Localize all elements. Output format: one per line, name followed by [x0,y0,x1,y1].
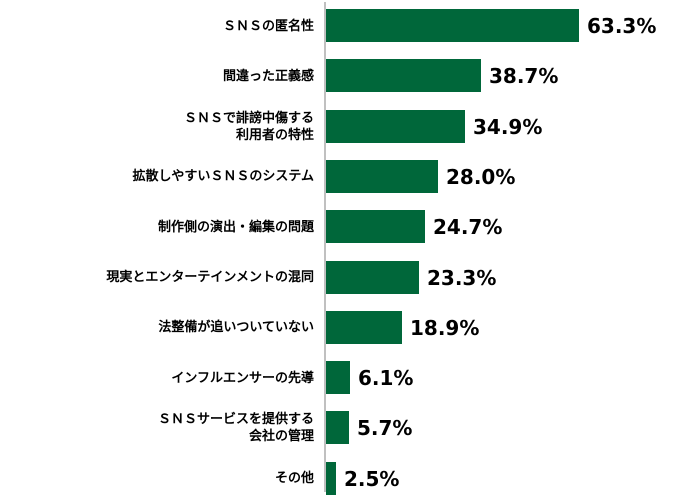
bar [326,260,419,294]
category-label: インフルエンサーの先導 [0,361,314,395]
bar-row: 拡散しやすいＳＮＳのシステム 28.0% [0,159,699,194]
value-label: 18.9% [410,315,480,340]
category-label-line1: 拡散しやすいＳＮＳのシステム [132,169,314,185]
value-label: 5.7% [357,416,413,441]
bar [326,310,402,344]
bar-row: 間違った正義感 38.7% [0,59,699,93]
value-label: 63.3% [587,14,657,38]
bar [326,109,465,143]
bar [326,361,350,395]
bar-row: インフルエンサーの先導 6.1% [0,361,699,395]
category-label-line1: ＳＮＳサービスを提供する [157,412,314,428]
bar [326,59,481,93]
bar-row: ＳＮＳサービスを提供する 会社の管理 5.7% [0,411,699,445]
value-label: 38.7% [489,64,559,89]
category-label: 間違った正義感 [0,59,314,93]
category-label-line1: インフルエンサーの先導 [171,370,314,386]
value-label: 28.0% [446,164,516,189]
bar-row: ＳＮＳの匿名性 63.3% [0,9,699,43]
category-label: 制作側の演出・編集の問題 [0,210,314,244]
bar-row: ＳＮＳで誹謗中傷する 利用者の特性 34.9% [0,109,699,144]
bar-row: 制作側の演出・編集の問題 24.7% [0,210,699,244]
value-label: 2.5% [344,466,400,491]
value-label: 23.3% [427,265,497,290]
category-label-line1: 制作側の演出・編集の問題 [157,219,314,235]
bar [326,210,425,244]
bar-row: 現実とエンターテインメントの混同 23.3% [0,260,699,295]
category-label-line2: 利用者の特性 [235,127,314,143]
category-label: ＳＮＳの匿名性 [0,9,314,43]
bar [326,9,579,42]
value-label: 34.9% [473,114,543,139]
category-label-line1: ＳＮＳで誹謗中傷する [183,110,314,126]
category-axis-line [324,2,326,492]
bar-row: その他 2.5% [0,461,699,496]
category-label: その他 [0,462,314,496]
category-label-line2: 会社の管理 [248,429,314,445]
value-label: 6.1% [358,366,414,391]
category-label-line1: ＳＮＳの匿名性 [222,18,314,34]
category-label: 法整備が追いついていない [0,311,314,345]
category-label-line1: その他 [274,471,314,487]
category-label-line1: 現実とエンターテインメントの混同 [106,270,314,285]
category-label: 拡散しやすいＳＮＳのシステム [0,160,314,194]
category-label: 現実とエンターテインメントの混同 [0,261,314,295]
category-label: ＳＮＳサービスを提供する 会社の管理 [0,411,314,445]
category-label-line1: 間違った正義感 [222,68,314,84]
bar [326,461,336,495]
bar [326,411,349,445]
bar [326,159,438,193]
value-label: 24.7% [433,215,503,240]
bar-row: 法整備が追いついていない 18.9% [0,310,699,345]
category-label: ＳＮＳで誹謗中傷する 利用者の特性 [0,110,314,144]
category-label-line1: 法整備が追いついていない [158,320,314,336]
